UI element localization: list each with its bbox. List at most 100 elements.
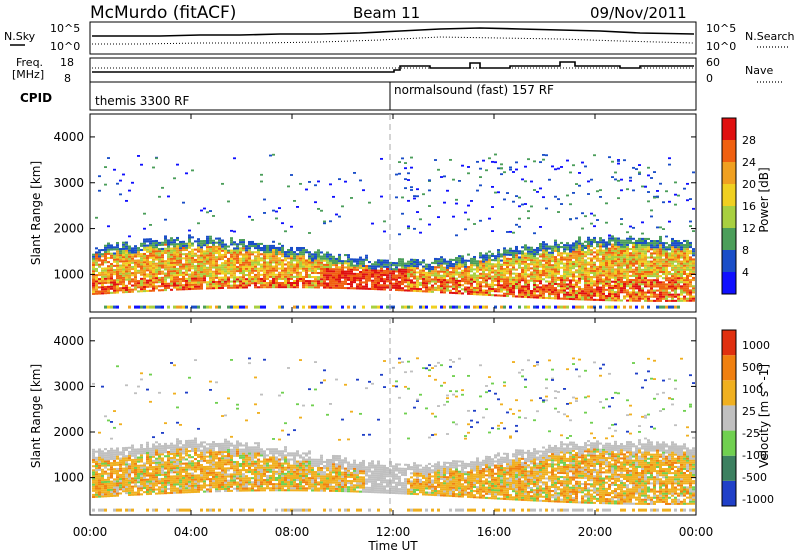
heatmap-cell — [440, 270, 443, 273]
heatmap-cell — [416, 259, 419, 262]
heatmap-cell — [92, 493, 95, 496]
heatmap-cell — [218, 305, 221, 309]
heatmap-cell — [518, 252, 521, 255]
heatmap-cell — [287, 185, 290, 188]
heatmap-cell — [104, 292, 107, 295]
heatmap-cell — [569, 293, 572, 296]
heatmap-cell — [680, 279, 683, 282]
heatmap-cell — [635, 241, 638, 245]
heatmap-cell — [251, 251, 254, 254]
heatmap-cell — [545, 270, 548, 273]
heatmap-cell — [551, 278, 554, 281]
heatmap-cell — [524, 295, 527, 298]
heatmap-cell — [374, 277, 377, 280]
heatmap-cell — [122, 270, 125, 273]
heatmap-cell — [476, 260, 479, 263]
heatmap-cell — [251, 271, 254, 274]
nave-tick-bottom: 0 — [706, 72, 713, 85]
heatmap-cell — [467, 278, 470, 281]
heatmap-cell — [596, 241, 599, 244]
heatmap-cell — [332, 259, 335, 262]
heatmap-cell — [668, 285, 671, 288]
heatmap-cell — [275, 257, 278, 260]
heatmap-cell — [134, 481, 137, 484]
heatmap-cell — [95, 267, 98, 271]
heatmap-cell — [521, 275, 524, 278]
heatmap-cell — [320, 305, 323, 309]
heatmap-cell — [650, 254, 653, 257]
heatmap-cell — [119, 266, 122, 269]
heatmap-cell — [140, 487, 143, 490]
heatmap-cell — [692, 262, 695, 265]
heatmap-cell — [584, 269, 587, 272]
heatmap-cell — [254, 286, 257, 289]
heatmap-cell — [143, 277, 146, 280]
heatmap-cell — [380, 280, 383, 283]
heatmap-cell — [152, 287, 155, 290]
heatmap-cell — [686, 258, 689, 261]
heatmap-cell — [554, 282, 557, 285]
heatmap-cell — [599, 270, 602, 273]
heatmap-cell — [197, 260, 200, 263]
heatmap-cell — [527, 275, 530, 278]
heatmap-cell — [623, 247, 626, 251]
heatmap-cell — [620, 278, 623, 281]
heatmap-cell — [434, 286, 437, 289]
heatmap-cell — [191, 265, 194, 268]
heatmap-cell — [149, 260, 152, 263]
heatmap-cell — [620, 264, 623, 267]
heatmap-cell — [608, 278, 611, 281]
heatmap-cell — [653, 283, 656, 286]
heatmap-cell — [269, 244, 272, 247]
heatmap-cell — [110, 455, 113, 459]
heatmap-cell — [599, 249, 602, 252]
heatmap-cell — [500, 255, 503, 258]
heatmap-cell — [494, 294, 497, 297]
heatmap-cell — [518, 266, 521, 269]
heatmap-cell — [323, 220, 326, 223]
heatmap-cell — [128, 493, 131, 497]
heatmap-cell — [656, 258, 659, 261]
heatmap-cell — [137, 280, 140, 283]
nsky-label: N.Sky — [4, 30, 36, 43]
heatmap-cell — [614, 270, 617, 273]
heatmap-cell — [326, 278, 329, 281]
heatmap-cell — [119, 459, 122, 462]
heatmap-cell — [287, 277, 290, 280]
heatmap-cell — [377, 275, 380, 278]
heatmap-cell — [128, 491, 131, 494]
heatmap-cell — [134, 460, 137, 463]
heatmap-cell — [656, 273, 659, 276]
heatmap-cell — [293, 267, 296, 270]
heatmap-cell — [179, 259, 182, 262]
heatmap-cell — [254, 242, 257, 246]
heatmap-cell — [434, 266, 437, 269]
heatmap-cell — [551, 251, 554, 254]
heatmap-cell — [443, 281, 446, 284]
heatmap-cell — [149, 256, 152, 259]
heatmap-cell — [668, 291, 671, 294]
heatmap-cell — [386, 286, 389, 289]
heatmap-cell — [146, 283, 149, 286]
heatmap-cell — [548, 270, 551, 273]
heatmap-cell — [185, 244, 188, 247]
power-colorbar-tick-label: 4 — [742, 266, 749, 279]
heatmap-cell — [593, 280, 596, 283]
heatmap-cell — [281, 281, 284, 285]
heatmap-cell — [614, 237, 617, 240]
heatmap-cell — [506, 272, 509, 275]
heatmap-cell — [236, 243, 239, 246]
heatmap-cell — [224, 249, 227, 252]
heatmap-cell — [137, 460, 140, 463]
heatmap-cell — [476, 278, 479, 281]
heatmap-cell — [170, 237, 173, 240]
heatmap-cell — [476, 274, 479, 277]
heatmap-cell — [656, 260, 659, 263]
heatmap-cell — [593, 251, 596, 254]
heatmap-cell — [101, 483, 104, 486]
heatmap-cell — [623, 239, 626, 242]
heatmap-cell — [131, 247, 134, 250]
heatmap-cell — [161, 289, 164, 292]
heatmap-cell — [590, 278, 593, 281]
heatmap-cell — [266, 251, 269, 254]
